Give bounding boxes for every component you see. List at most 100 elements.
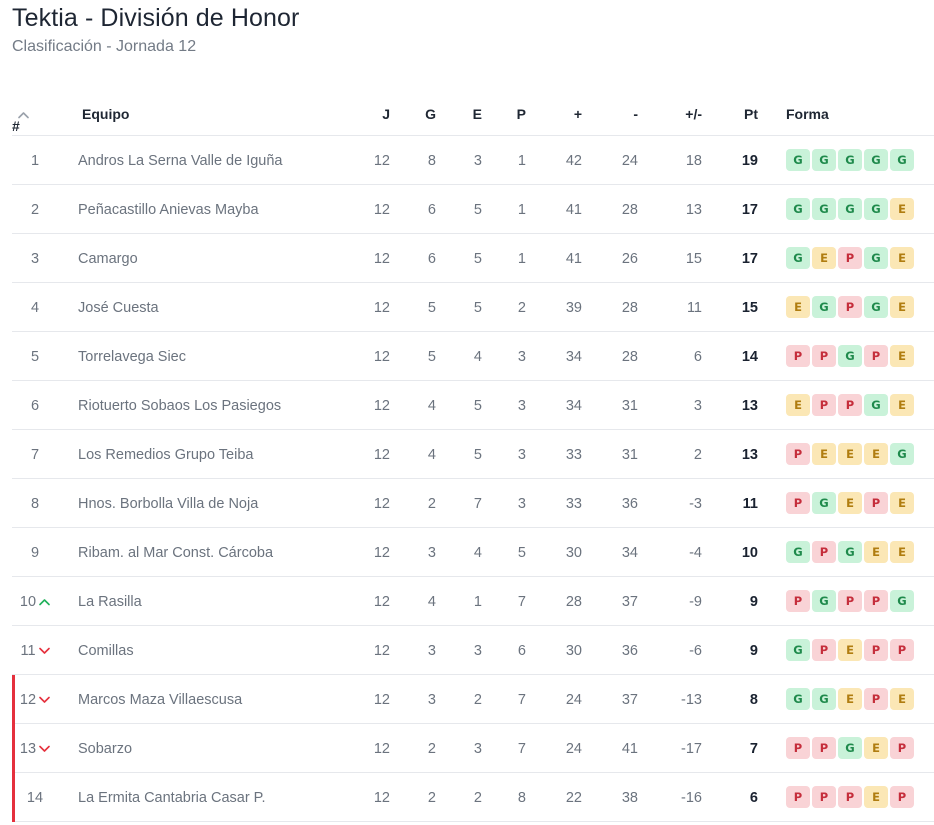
losses-cell: 3 <box>517 398 526 414</box>
trend-down-icon <box>39 696 50 703</box>
team-name[interactable]: Camargo <box>78 251 138 267</box>
form-badge: P <box>864 639 888 661</box>
draws-cell: 5 <box>473 251 482 267</box>
team-name[interactable]: Marcos Maza Villaescusa <box>78 692 243 708</box>
draws-cell: 2 <box>473 692 482 708</box>
form-badge: P <box>786 786 810 808</box>
goals-for-cell: 22 <box>565 790 582 806</box>
header-e[interactable]: E <box>472 106 482 122</box>
team-name[interactable]: Ribam. al Mar Const. Cárcoba <box>78 545 274 561</box>
goals-against-cell: 31 <box>621 447 638 463</box>
team-name[interactable]: José Cuesta <box>78 300 159 316</box>
draws-cell: 3 <box>473 643 482 659</box>
form-badge: G <box>864 247 888 269</box>
goals-for-cell: 39 <box>565 300 582 316</box>
losses-cell: 1 <box>517 153 526 169</box>
losses-cell: 1 <box>517 251 526 267</box>
played-cell: 12 <box>373 447 390 463</box>
table-row[interactable]: 1 Andros La Serna Valle de Iguña 12 8 3 1 42 24… <box>12 136 934 185</box>
trend-down-icon <box>39 745 50 752</box>
table-row[interactable]: 2 Peñacastillo Anievas Mayba 12 6 5 1 41 28 13 17… <box>12 185 934 234</box>
wins-cell: 2 <box>427 496 436 512</box>
wins-cell: 2 <box>427 741 436 757</box>
team-name[interactable]: Peñacastillo Anievas Mayba <box>78 202 259 218</box>
team-name[interactable]: Comillas <box>78 643 134 659</box>
goals-against-cell: 31 <box>621 398 638 414</box>
table-row[interactable]: 3 Camargo 12 6 5 1 41 26 15 17 G E P G E <box>12 234 934 283</box>
played-cell: 12 <box>373 594 390 610</box>
goals-for-cell: 28 <box>565 594 582 610</box>
table-row[interactable]: 7 Los Remedios Grupo Teiba 12 4 5 3 33 31 2 13 P E E… <box>12 430 934 479</box>
team-name[interactable]: Hnos. Borbolla Villa de Noja <box>78 496 259 512</box>
rank-cell: 4 <box>12 300 58 316</box>
table-row[interactable]: 8 Hnos. Borbolla Villa de Noja 12 2 7 3 33 36 -3… <box>12 479 934 528</box>
header-j[interactable]: J <box>382 106 390 122</box>
goals-against-cell: 28 <box>621 300 638 316</box>
trend-up-icon <box>39 599 50 606</box>
goal-diff-cell: 2 <box>693 447 702 463</box>
goals-against-cell: 37 <box>621 594 638 610</box>
table-row[interactable]: 9 Ribam. al Mar Const. Cárcoba 12 3 4 5 30 34 -4… <box>12 528 934 577</box>
table-row[interactable]: 11 Comillas 12 3 3 6 30 36 -6 9 G P E P P <box>12 626 934 675</box>
form-badge: G <box>812 590 836 612</box>
team-name[interactable]: Andros La Serna Valle de Iguña <box>78 153 283 169</box>
wins-cell: 4 <box>427 447 436 463</box>
points-cell: 17 <box>741 202 758 218</box>
table-row[interactable]: 5 Torrelavega Siec 12 5 4 3 34 28 6 14 P P G P E <box>12 332 934 381</box>
form-badge: P <box>786 492 810 514</box>
goals-for-cell: 34 <box>565 349 582 365</box>
table-row[interactable]: 10 La Rasilla 12 4 1 7 28 37 -9 9 P G P P G <box>12 577 934 626</box>
wins-cell: 2 <box>427 790 436 806</box>
rank-cell: 13 <box>12 741 58 757</box>
team-name[interactable]: Riotuerto Sobaos Los Pasiegos <box>78 398 282 414</box>
form-badge: G <box>838 149 862 171</box>
wins-cell: 6 <box>427 202 436 218</box>
header-gf[interactable]: + <box>573 106 582 122</box>
losses-cell: 1 <box>517 202 526 218</box>
table-row[interactable]: 13 Sobarzo 12 2 3 7 24 41 -17 7 P P G E P <box>12 724 934 773</box>
table-row[interactable]: 4 José Cuesta 12 5 5 2 39 28 11 15 E G P G E <box>12 283 934 332</box>
played-cell: 12 <box>373 251 390 267</box>
form-badge: E <box>890 345 914 367</box>
form-badge: G <box>786 198 810 220</box>
header-g[interactable]: G <box>425 106 436 122</box>
form-badge: G <box>812 149 836 171</box>
goal-diff-cell: 11 <box>686 300 702 316</box>
table-row[interactable]: 12 Marcos Maza Villaescusa 12 3 2 7 24 37 -13 8 G G… <box>12 675 934 724</box>
goal-diff-cell: 15 <box>685 251 702 267</box>
team-name[interactable]: Torrelavega Siec <box>78 349 186 365</box>
losses-cell: 7 <box>517 594 526 610</box>
rank-cell: 5 <box>12 349 58 365</box>
draws-cell: 5 <box>473 398 482 414</box>
table-row[interactable]: 14 La Ermita Cantabria Casar P. 12 2 2 8 22 38-… <box>12 773 934 822</box>
rank-cell: 7 <box>12 447 58 463</box>
draws-cell: 4 <box>473 349 482 365</box>
form-badge: P <box>838 247 862 269</box>
team-name[interactable]: La Rasilla <box>78 594 142 610</box>
header-team[interactable]: Equipo <box>82 106 130 122</box>
form-badge: P <box>864 590 888 612</box>
played-cell: 12 <box>373 741 390 757</box>
form-badge: G <box>864 198 888 220</box>
header-p[interactable]: P <box>516 106 526 122</box>
rank-number: 7 <box>30 447 40 463</box>
wins-cell: 3 <box>427 692 436 708</box>
team-name[interactable]: Los Remedios Grupo Teiba <box>78 447 254 463</box>
header-ga[interactable]: - <box>633 106 638 122</box>
form-badge: E <box>864 443 888 465</box>
trend-down-icon <box>38 647 50 654</box>
rank-cell: 2 <box>12 202 58 218</box>
team-name[interactable]: Sobarzo <box>78 741 133 757</box>
header-dif[interactable]: +/- <box>685 106 702 122</box>
form-badge: P <box>786 737 810 759</box>
form-badge: G <box>838 345 862 367</box>
rank-number: 13 <box>19 741 37 757</box>
team-name[interactable]: La Ermita Cantabria Casar P. <box>78 790 266 806</box>
table-row[interactable]: 6 Riotuerto Sobaos Los Pasiegos 12 4 5 3 34 31 3… <box>12 381 934 430</box>
header-rank[interactable]: # <box>12 106 29 134</box>
draws-cell: 2 <box>473 790 482 806</box>
header-pt[interactable]: Pt <box>744 106 758 122</box>
form-badge: G <box>812 296 836 318</box>
